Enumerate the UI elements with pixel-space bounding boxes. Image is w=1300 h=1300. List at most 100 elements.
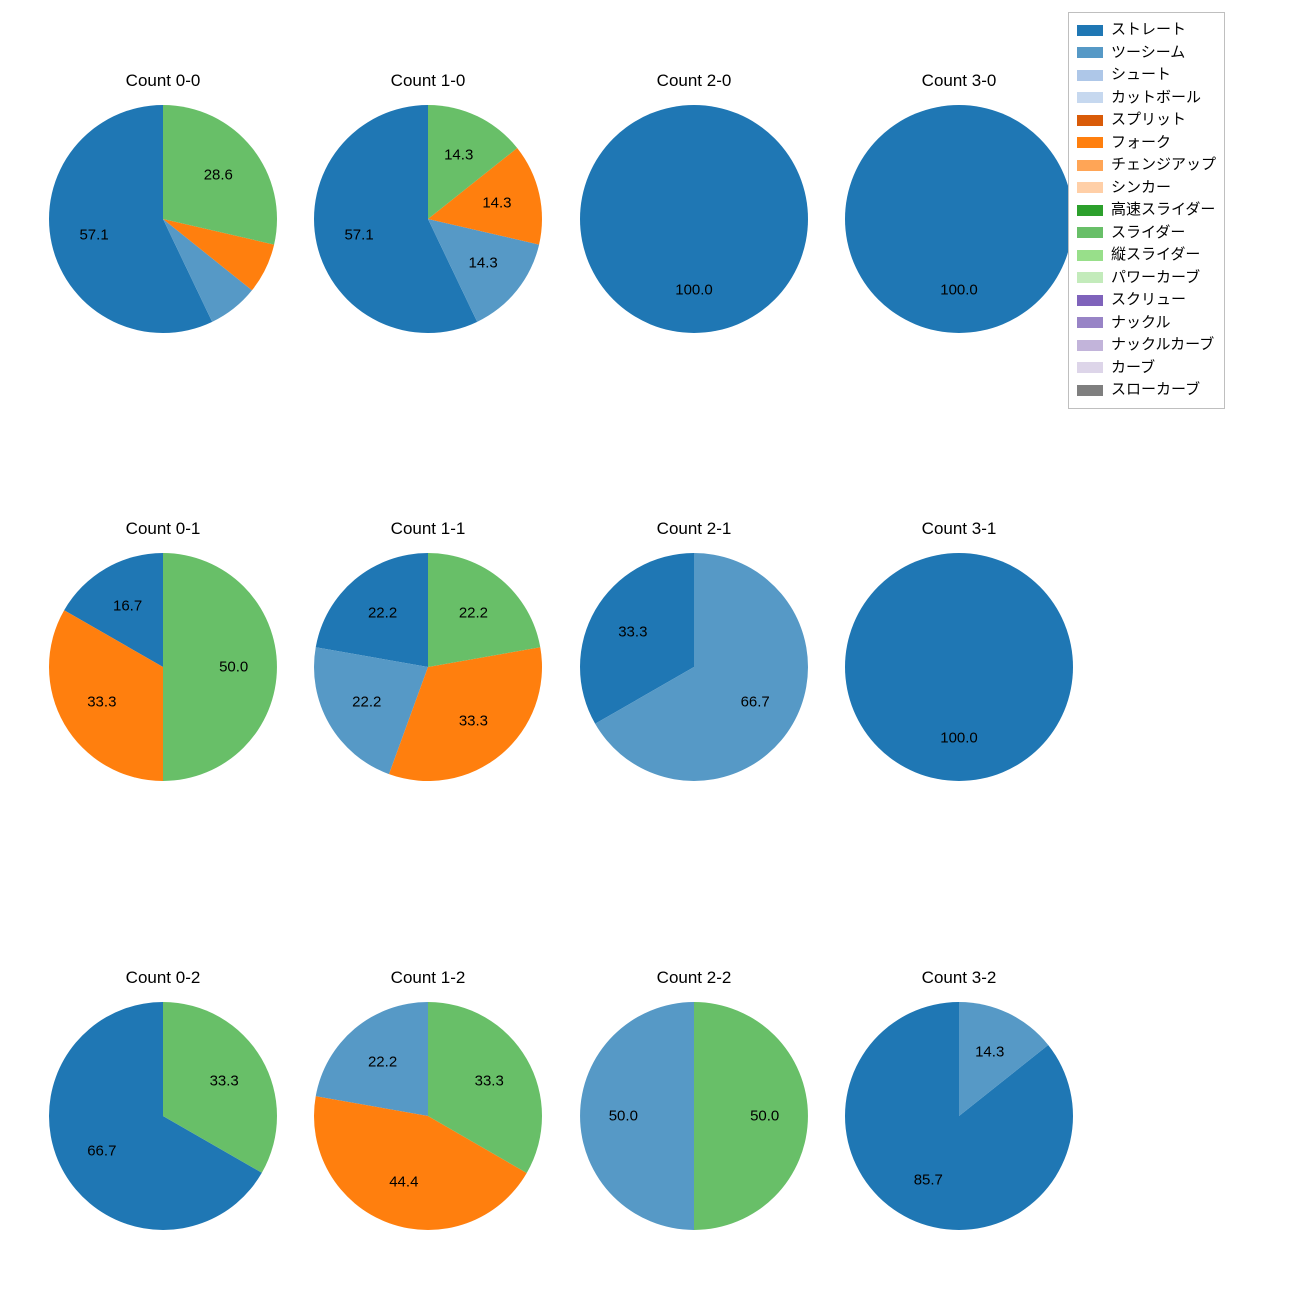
pie-slice-label: 33.3 bbox=[87, 694, 116, 711]
legend-label: スライダー bbox=[1111, 222, 1185, 245]
legend-swatch bbox=[1077, 250, 1103, 261]
pie-chart bbox=[843, 1000, 1075, 1232]
legend-swatch bbox=[1077, 362, 1103, 373]
legend-swatch bbox=[1077, 92, 1103, 103]
pie-slice-label: 33.3 bbox=[618, 623, 647, 640]
legend-swatch bbox=[1077, 317, 1103, 328]
legend-swatch bbox=[1077, 182, 1103, 193]
legend-item: スクリュー bbox=[1077, 289, 1216, 312]
pie-title: Count 2-0 bbox=[657, 71, 732, 91]
pie-chart bbox=[312, 1000, 544, 1232]
pie-title: Count 0-0 bbox=[126, 71, 201, 91]
pie-slice-label: 33.3 bbox=[459, 713, 488, 730]
legend-item: シンカー bbox=[1077, 177, 1216, 200]
legend-swatch bbox=[1077, 385, 1103, 396]
legend-label: ストレート bbox=[1111, 19, 1186, 42]
pie-slice-label: 57.1 bbox=[344, 226, 373, 243]
legend-label: ナックル bbox=[1111, 312, 1171, 335]
pie-slice-label: 44.4 bbox=[389, 1174, 418, 1191]
legend-swatch bbox=[1077, 47, 1103, 58]
pie-title: Count 2-1 bbox=[657, 519, 732, 539]
legend-swatch bbox=[1077, 137, 1103, 148]
pie-title: Count 3-0 bbox=[922, 71, 997, 91]
legend-label: シュート bbox=[1111, 64, 1171, 87]
legend-swatch bbox=[1077, 25, 1103, 36]
legend-swatch bbox=[1077, 205, 1103, 216]
legend-item: スライダー bbox=[1077, 222, 1216, 245]
pie-slice-label: 22.2 bbox=[368, 604, 397, 621]
pie-title: Count 1-0 bbox=[391, 71, 466, 91]
pie-slice-label: 22.2 bbox=[368, 1053, 397, 1070]
legend-item: シュート bbox=[1077, 64, 1216, 87]
legend-item: チェンジアップ bbox=[1077, 154, 1216, 177]
legend-label: チェンジアップ bbox=[1111, 154, 1216, 177]
legend-label: パワーカーブ bbox=[1111, 267, 1200, 290]
legend-swatch bbox=[1077, 340, 1103, 351]
pie-slice-label: 14.3 bbox=[975, 1044, 1004, 1061]
pie-title: Count 0-2 bbox=[126, 968, 201, 988]
pie-slice-label: 50.0 bbox=[219, 659, 248, 676]
pie-slice bbox=[845, 553, 1073, 781]
legend-item: 高速スライダー bbox=[1077, 199, 1216, 222]
pie-chart bbox=[312, 103, 544, 335]
pie-slice-label: 66.7 bbox=[87, 1143, 116, 1160]
legend-item: ナックルカーブ bbox=[1077, 334, 1216, 357]
pie-chart bbox=[843, 103, 1075, 335]
legend-swatch bbox=[1077, 160, 1103, 171]
pie-title: Count 1-2 bbox=[391, 968, 466, 988]
legend-item: スプリット bbox=[1077, 109, 1216, 132]
pie-slice-label: 14.3 bbox=[482, 195, 511, 212]
legend-label: ツーシーム bbox=[1111, 42, 1185, 65]
pie-title: Count 0-1 bbox=[126, 519, 201, 539]
pie-slice-label: 16.7 bbox=[113, 597, 142, 614]
legend-item: ツーシーム bbox=[1077, 42, 1216, 65]
legend-label: スローカーブ bbox=[1111, 379, 1200, 402]
legend-item: ナックル bbox=[1077, 312, 1216, 335]
pie-title: Count 1-1 bbox=[391, 519, 466, 539]
pie-slice-label: 66.7 bbox=[741, 694, 770, 711]
pie-title: Count 2-2 bbox=[657, 968, 732, 988]
legend-swatch bbox=[1077, 115, 1103, 126]
pie-slice bbox=[580, 105, 808, 333]
pie-title: Count 3-1 bbox=[922, 519, 997, 539]
pie-slice-label: 33.3 bbox=[210, 1072, 239, 1089]
legend-swatch bbox=[1077, 272, 1103, 283]
pie-slice-label: 50.0 bbox=[609, 1108, 638, 1125]
legend-item: ストレート bbox=[1077, 19, 1216, 42]
pie-slice-label: 57.1 bbox=[79, 226, 108, 243]
chart-grid: Count 0-0 57.1 28.6 Count 1-0 57.1 14.3 14.3 14… bbox=[0, 0, 1300, 1300]
pie-slice-label: 22.2 bbox=[459, 604, 488, 621]
pie-chart bbox=[312, 551, 544, 783]
legend-label: ナックルカーブ bbox=[1111, 334, 1214, 357]
pie-chart bbox=[578, 551, 810, 783]
legend-label: スプリット bbox=[1111, 109, 1186, 132]
legend-item: スローカーブ bbox=[1077, 379, 1216, 402]
pie-chart bbox=[843, 551, 1075, 783]
pie-chart bbox=[47, 1000, 279, 1232]
legend-label: 縦スライダー bbox=[1111, 244, 1200, 267]
pie-chart bbox=[578, 103, 810, 335]
pie-slice-label: 100.0 bbox=[940, 729, 978, 746]
legend-item: フォーク bbox=[1077, 132, 1216, 155]
pie-slice-label: 14.3 bbox=[444, 147, 473, 164]
pie-slice-label: 14.3 bbox=[469, 255, 498, 272]
legend-label: カーブ bbox=[1111, 357, 1155, 380]
pie-slice-label: 22.2 bbox=[352, 694, 381, 711]
legend-label: フォーク bbox=[1111, 132, 1171, 155]
legend-swatch bbox=[1077, 70, 1103, 81]
pie-slice bbox=[845, 105, 1073, 333]
pie-slice-label: 33.3 bbox=[475, 1072, 504, 1089]
legend-label: カットボール bbox=[1111, 87, 1201, 110]
pie-slice-label: 28.6 bbox=[204, 166, 233, 183]
pie-slice-label: 85.7 bbox=[914, 1171, 943, 1188]
pie-slice-label: 100.0 bbox=[675, 281, 713, 298]
legend-item: カーブ bbox=[1077, 357, 1216, 380]
legend-item: パワーカーブ bbox=[1077, 267, 1216, 290]
legend-label: スクリュー bbox=[1111, 289, 1186, 312]
pie-slice-label: 100.0 bbox=[940, 281, 978, 298]
legend-swatch bbox=[1077, 227, 1103, 238]
legend-label: 高速スライダー bbox=[1111, 199, 1215, 222]
pie-title: Count 3-2 bbox=[922, 968, 997, 988]
pie-chart bbox=[47, 103, 279, 335]
legend-item: カットボール bbox=[1077, 87, 1216, 110]
